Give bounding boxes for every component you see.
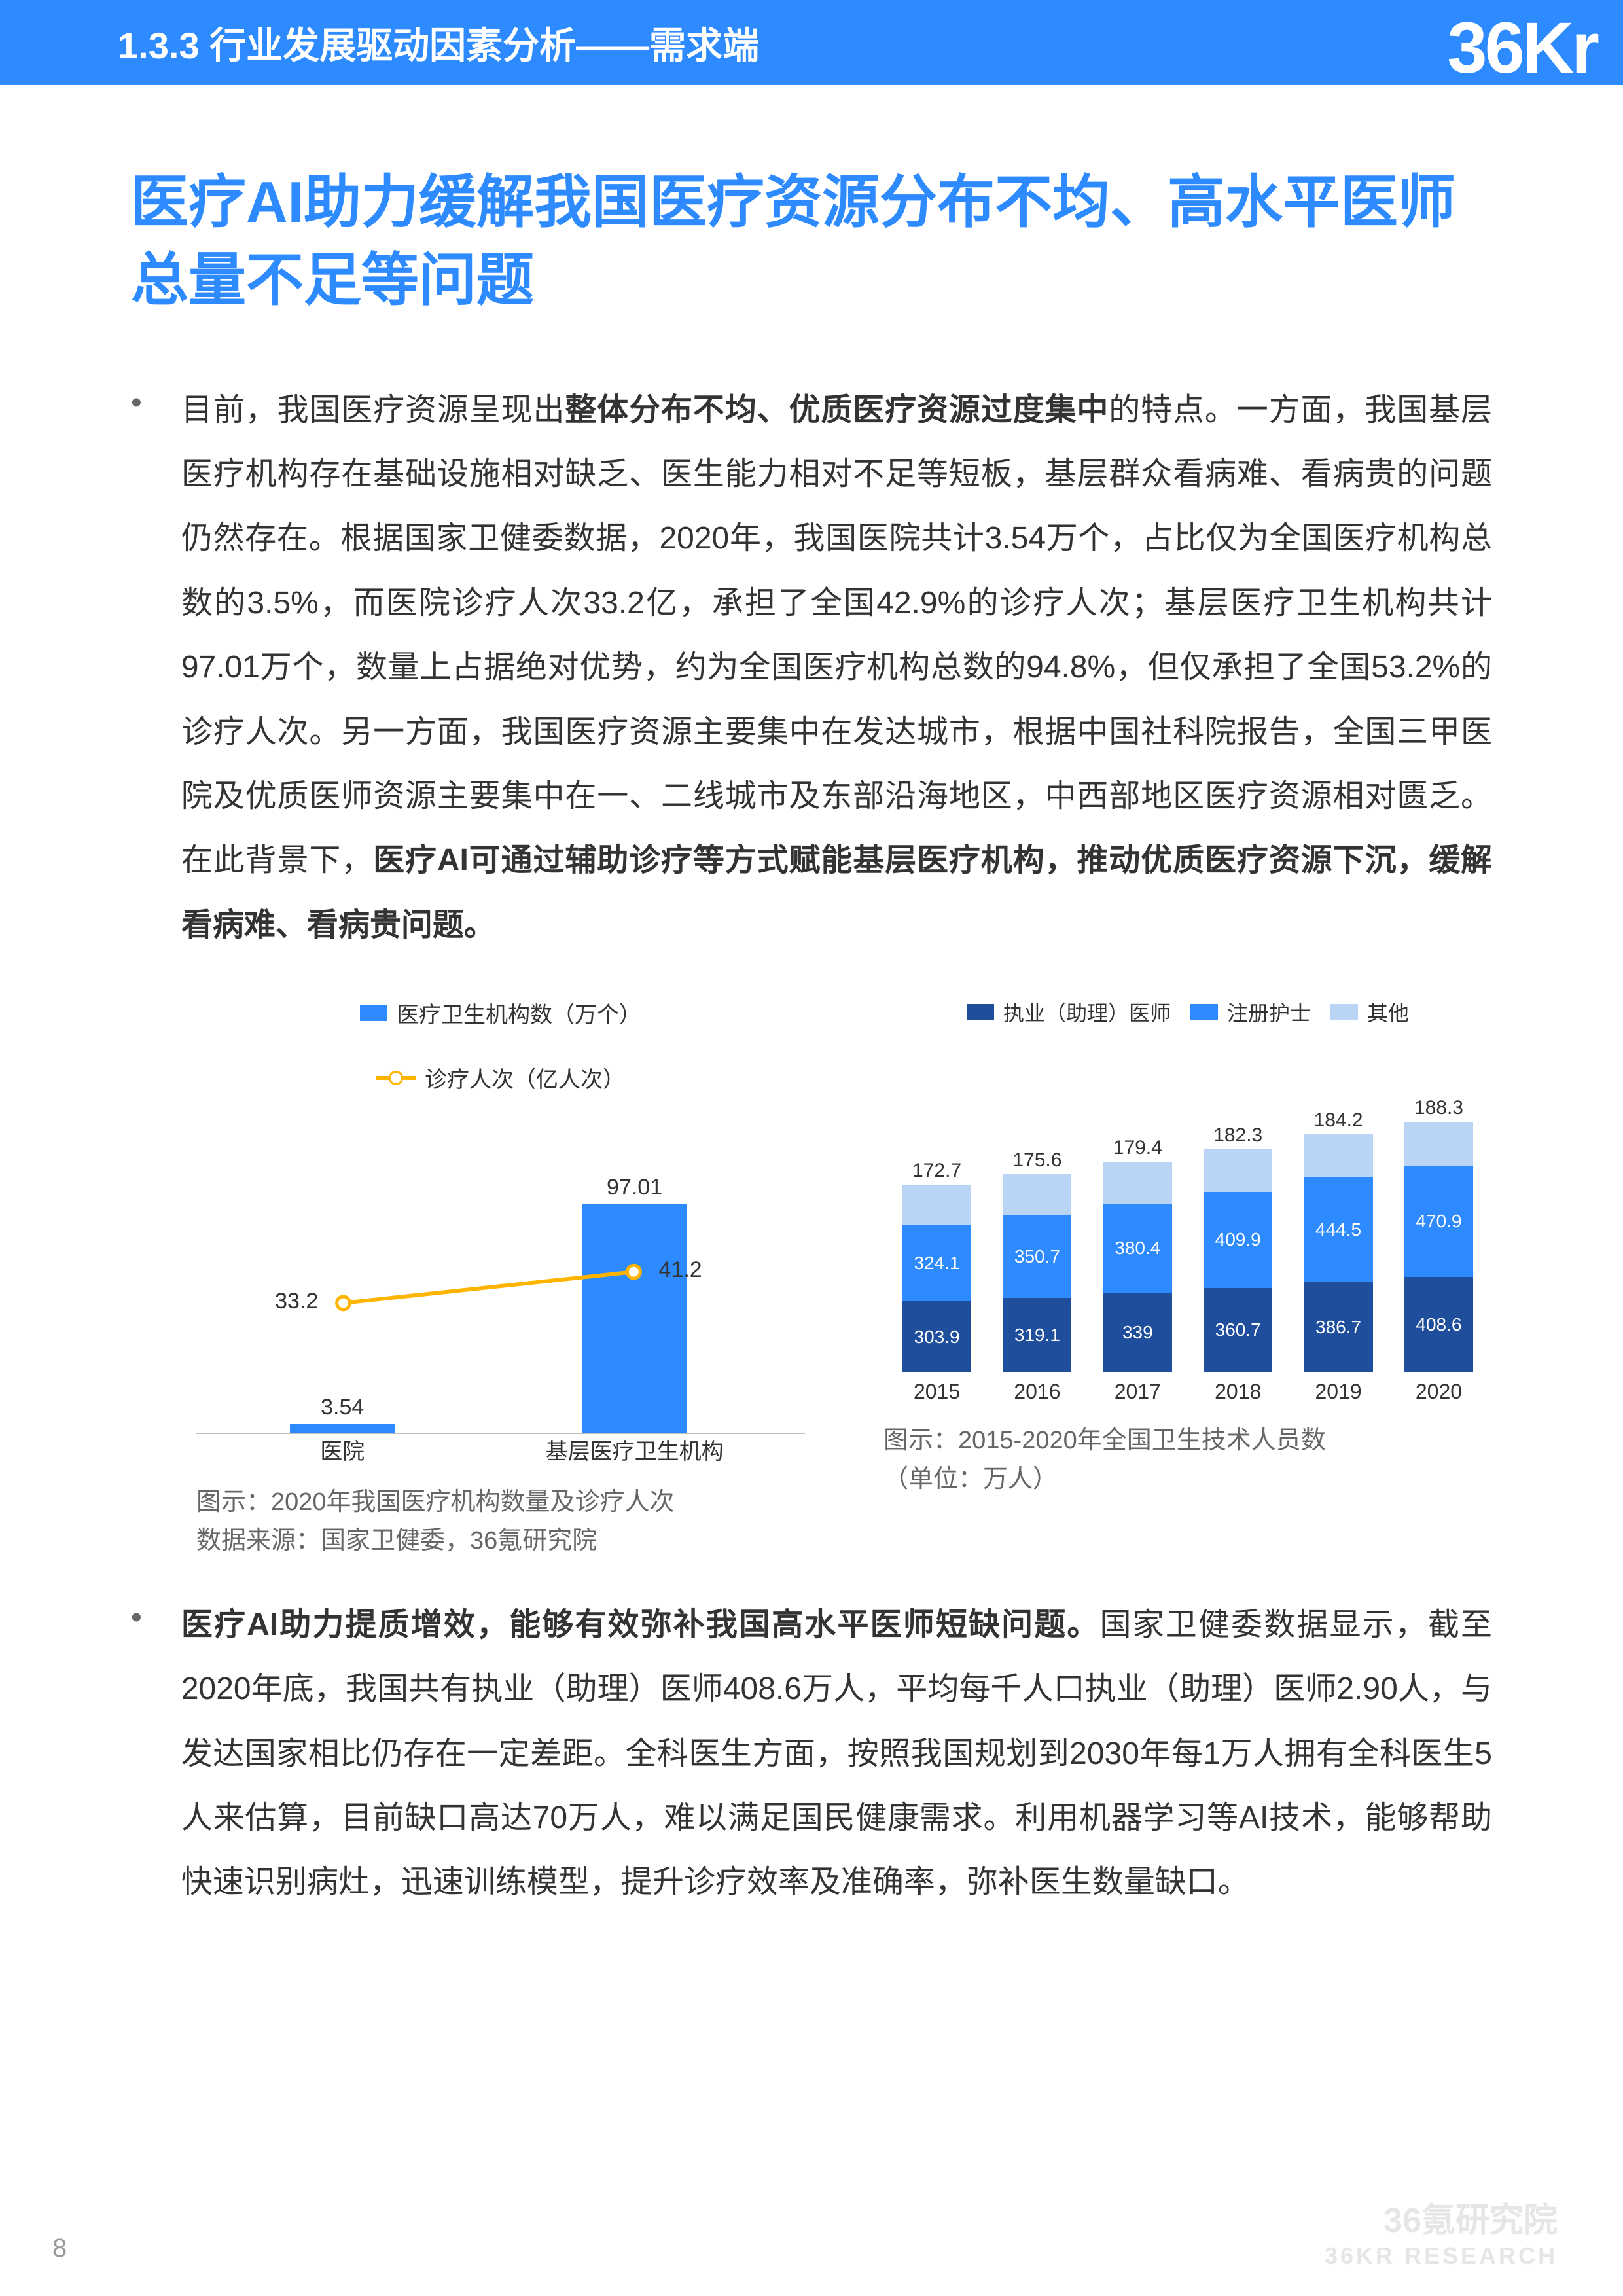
chart-2-column: 444.5386.7184.22019 (1304, 1134, 1373, 1372)
chart-1-caption: 图示：2020年我国医疗机构数量及诊疗人次 数据来源：国家卫健委，36氪研究院 (196, 1483, 805, 1560)
chart-1-legend: 医疗卫生机构数（万个） 诊疗人次（亿人次） (196, 997, 805, 1094)
chart-2-category: 2019 (1315, 1380, 1361, 1404)
paragraph-1: 目前，我国医疗资源呈现出整体分布不均、优质医疗资源过度集中的特点。一方面，我国基… (181, 378, 1492, 958)
chart-2-area: 324.1 303.9 172.7 2015 350.7 319.1 175.6 2016 38… (883, 1039, 1492, 1405)
charts-row: 医疗卫生机构数（万个） 诊疗人次（亿人次） 3.54医院97.01基层医疗卫生机… (196, 997, 1492, 1560)
page-number: 8 (52, 2234, 67, 2263)
chart-2-seg-label: 360.7 (1215, 1319, 1261, 1340)
section-number: 1.3.3 行业发展驱动因素分析——需求端 (118, 16, 759, 69)
chart-2-segment: 319.1 (1003, 1298, 1071, 1372)
paragraph-2-block: • 医疗AI助力提质增效，能够有效弥补我国高水平医师短缺问题。国家卫健委数据显示… (131, 1593, 1492, 1915)
chart-2: 执业（助理）医师注册护士其他 324.1303.9172.72015350.73… (883, 997, 1492, 1499)
chart-2-segment (1003, 1174, 1071, 1215)
chart-2-category: 2020 (1416, 1380, 1462, 1404)
chart-2-seg-label: 350.7 (1014, 1246, 1060, 1267)
chart-2-category: 2016 (1014, 1380, 1060, 1404)
chart-2-seg-label: 303.9 (914, 1327, 959, 1348)
chart-2-top-label: 172.7 (912, 1160, 961, 1182)
watermark: 36氪研究院 36KR RESEARCH (1325, 2200, 1558, 2270)
chart-2-top-label: 179.4 (1113, 1137, 1162, 1159)
chart-2-segment (1404, 1122, 1473, 1166)
legend-line-label: 诊疗人次（亿人次） (425, 1062, 625, 1094)
chart-2-top-label: 182.3 (1213, 1124, 1262, 1147)
chart-2-column: 324.1303.9172.72015 (902, 1185, 971, 1372)
legend-line-swatch (376, 1076, 416, 1080)
chart-2-segment (1103, 1162, 1172, 1204)
chart-2-segment: 303.9 (902, 1301, 971, 1372)
chart-2-segment: 360.7 (1204, 1288, 1272, 1372)
chart-1-bar-label: 97.01 (607, 1175, 662, 1200)
chart-2-segment (1204, 1149, 1272, 1192)
chart-2-seg-label: 380.4 (1115, 1238, 1160, 1259)
chart-2-legend-item: 注册护士 (1190, 997, 1311, 1027)
chart-2-segment: 386.7 (1304, 1282, 1373, 1373)
chart-2-legend-item: 执业（助理）医师 (967, 997, 1171, 1027)
bullet-icon: • (131, 385, 142, 958)
chart-2-segment: 350.7 (1003, 1215, 1071, 1298)
chart-2-seg-label: 319.1 (1014, 1325, 1060, 1346)
chart-2-segment: 408.6 (1404, 1277, 1473, 1372)
page-title: 医疗AI助力缓解我国医疗资源分布不均、高水平医师总量不足等问题 (131, 164, 1492, 319)
chart-2-category: 2017 (1115, 1380, 1161, 1404)
chart-2-column: 350.7319.1175.62016 (1003, 1174, 1071, 1372)
chart-2-segment: 444.5 (1304, 1177, 1373, 1282)
chart-2-seg-label: 339 (1122, 1322, 1153, 1343)
chart-2-top-label: 175.6 (1012, 1149, 1061, 1172)
chart-2-seg-label: 386.7 (1315, 1317, 1361, 1338)
chart-2-column: 470.9408.6188.32020 (1404, 1122, 1473, 1372)
chart-1: 医疗卫生机构数（万个） 诊疗人次（亿人次） 3.54医院97.01基层医疗卫生机… (196, 997, 805, 1560)
chart-1-line (196, 1198, 805, 1433)
chart-2-segment: 339 (1103, 1293, 1172, 1372)
chart-2-segment: 324.1 (902, 1225, 971, 1301)
content: 医疗AI助力缓解我国医疗资源分布不均、高水平医师总量不足等问题 • 目前，我国医… (0, 85, 1623, 1915)
chart-2-segment (1304, 1134, 1373, 1177)
chart-2-seg-label: 470.9 (1416, 1211, 1461, 1232)
legend-bar-swatch (360, 1005, 387, 1021)
chart-2-segment: 470.9 (1404, 1166, 1473, 1277)
chart-2-top-label: 188.3 (1414, 1097, 1463, 1119)
chart-1-category: 医院 (320, 1433, 365, 1465)
chart-2-segment (902, 1185, 971, 1225)
legend-bar-label: 医疗卫生机构数（万个） (397, 997, 641, 1029)
chart-2-seg-label: 324.1 (914, 1253, 959, 1274)
chart-2-top-label: 184.2 (1314, 1109, 1363, 1132)
chart-2-caption: 图示：2015-2020年全国卫生技术人员数 （单位：万人） (883, 1422, 1492, 1499)
chart-2-seg-label: 444.5 (1315, 1219, 1361, 1240)
chart-2-column: 380.4339179.42017 (1103, 1162, 1172, 1372)
chart-2-segment: 409.9 (1204, 1192, 1272, 1288)
chart-2-seg-label: 409.9 (1215, 1229, 1261, 1250)
paragraph-1-block: • 目前，我国医疗资源呈现出整体分布不均、优质医疗资源过度集中的特点。一方面，我… (131, 378, 1492, 958)
chart-2-category: 2018 (1215, 1380, 1261, 1404)
header-bar: 1.3.3 行业发展驱动因素分析——需求端 36Kr (0, 0, 1623, 85)
chart-2-segment: 380.4 (1103, 1204, 1172, 1293)
chart-2-legend: 执业（助理）医师注册护士其他 (883, 997, 1492, 1027)
chart-1-area: 3.54医院97.01基层医疗卫生机构33.241.2 (196, 1100, 805, 1467)
chart-2-category: 2015 (914, 1380, 960, 1404)
chart-2-seg-label: 408.6 (1416, 1314, 1461, 1335)
chart-2-legend-item: 其他 (1330, 997, 1409, 1027)
chart-2-column: 409.9360.7182.32018 (1204, 1149, 1272, 1372)
chart-1-category: 基层医疗卫生机构 (546, 1433, 724, 1465)
logo: 36Kr (1447, 7, 1597, 90)
bullet-icon: • (131, 1600, 142, 1915)
paragraph-2: 医疗AI助力提质增效，能够有效弥补我国高水平医师短缺问题。国家卫健委数据显示，截… (181, 1593, 1492, 1915)
